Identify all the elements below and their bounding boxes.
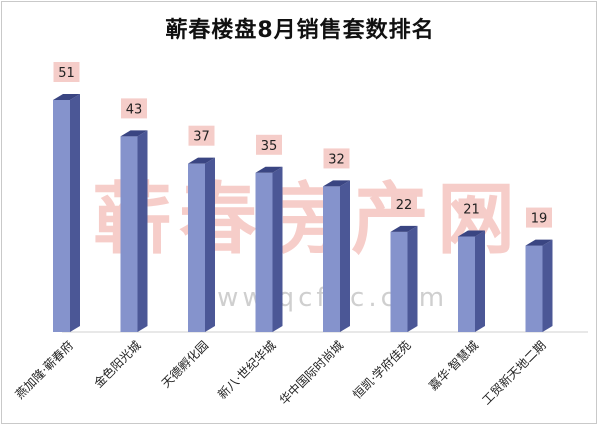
bar (53, 94, 80, 332)
bar-top (188, 157, 215, 164)
value-label-bg (121, 98, 147, 119)
x-axis-label: 嘉华·智慧城 (425, 338, 481, 394)
bar-front (120, 136, 138, 332)
value-label: 19 (526, 207, 552, 228)
bar-front (255, 172, 273, 332)
bar-side (340, 180, 350, 332)
bar-side (70, 94, 80, 332)
value-label-bg (391, 193, 417, 214)
bar (525, 239, 553, 332)
x-axis-label: 天德孵化园 (158, 338, 211, 391)
value-label: 32 (323, 148, 350, 169)
value-label: 35 (256, 134, 282, 155)
value-label: 22 (391, 193, 417, 214)
bars-layer (53, 94, 553, 332)
chart-title: 蕲春楼盘8月销售套数排名 (165, 18, 435, 43)
bar-side (272, 166, 283, 332)
bar (323, 180, 350, 332)
bar (120, 130, 148, 332)
x-axis-label: 工贸新天地二期 (479, 338, 549, 408)
bar-top (53, 94, 80, 100)
value-label-text: 35 (261, 139, 278, 154)
value-label-text: 51 (58, 66, 75, 81)
value-label-bg (458, 198, 485, 219)
value-label: 43 (121, 98, 147, 119)
value-label: 51 (53, 62, 80, 82)
bar-top (323, 180, 350, 187)
value-label-text: 21 (463, 202, 480, 217)
bar-side (205, 157, 215, 332)
value-label-bg (256, 134, 282, 155)
bar-front (525, 245, 543, 332)
bar-top (458, 230, 485, 237)
x-axis-label: 金色阳光城 (91, 338, 144, 391)
x-axis-label: 恒凯·学府佳苑 (349, 338, 413, 402)
value-label-text: 37 (193, 130, 210, 145)
x-axis-label: 燕加隆·蕲春府 (12, 338, 76, 402)
bar (255, 166, 283, 332)
bar-front (188, 163, 205, 332)
bar (390, 225, 418, 332)
value-label-text: 43 (126, 102, 143, 117)
value-label-bg (323, 148, 350, 169)
bar-front (53, 100, 70, 332)
value-label-bg (188, 125, 215, 146)
x-axis-label: 华中国际时尚城 (276, 338, 346, 408)
bar-side (475, 230, 485, 332)
bar-top (525, 239, 553, 246)
value-labels-layer: 51 43 37 35 32 22 21 19 (53, 62, 552, 228)
bar-side (407, 225, 418, 332)
bar-top (255, 166, 283, 173)
bar-side (137, 130, 148, 332)
bar (188, 157, 215, 332)
value-label: 21 (458, 198, 485, 219)
bar-front (323, 186, 340, 332)
value-label-text: 32 (328, 152, 345, 167)
bar-top (120, 130, 148, 137)
value-label-bg (526, 207, 552, 228)
value-label-text: 19 (531, 212, 548, 227)
x-axis-label: 新八·世纪华城 (214, 338, 278, 402)
watermark-text: 蕲春房产网 (93, 174, 523, 265)
bar (458, 230, 485, 332)
value-label-text: 22 (396, 198, 413, 213)
value-label: 37 (188, 125, 215, 146)
value-label-bg (53, 62, 80, 82)
bar-top (390, 225, 418, 232)
bar-front (390, 231, 408, 332)
bar-side (542, 239, 553, 332)
bar-front (458, 236, 475, 332)
